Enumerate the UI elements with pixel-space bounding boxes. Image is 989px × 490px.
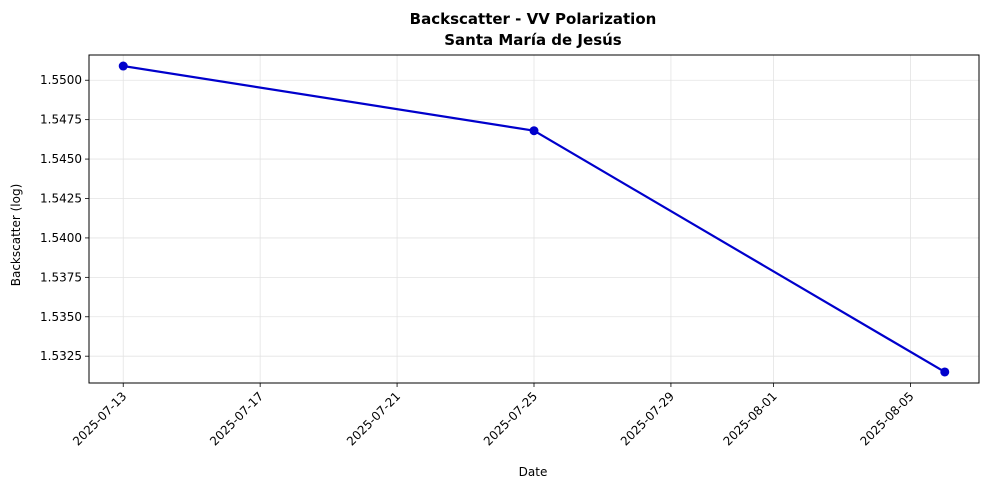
chart-title: Backscatter - VV Polarization: [410, 10, 657, 28]
y-axis-label: Backscatter (log): [9, 184, 23, 287]
x-axis-label: Date: [519, 465, 548, 479]
y-tick-label: 1.5325: [40, 349, 82, 363]
data-point: [940, 367, 950, 377]
grid: [89, 55, 979, 383]
y-axis: 1.5325 1.5350 1.5375 1.5400 1.5425 1.5450 1.54…: [40, 73, 89, 363]
y-tick-label: 1.5375: [40, 270, 82, 284]
y-tick-label: 1.5350: [40, 310, 82, 324]
y-tick-label: 1.5450: [40, 152, 82, 166]
data-point: [529, 126, 539, 136]
y-tick-label: 1.5425: [40, 192, 82, 206]
y-tick-label: 1.5475: [40, 113, 82, 127]
y-tick-label: 1.5500: [40, 73, 82, 87]
chart-subtitle: Santa María de Jesús: [444, 31, 622, 49]
series-layer: [118, 61, 950, 377]
y-tick-label: 1.5400: [40, 231, 82, 245]
data-point: [118, 61, 128, 71]
